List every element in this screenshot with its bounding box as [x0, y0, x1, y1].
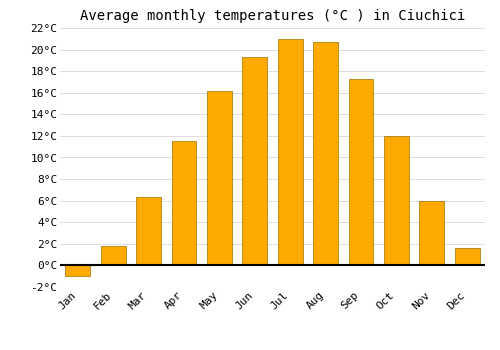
Bar — [136, 197, 161, 265]
Bar — [172, 141, 196, 265]
Bar — [348, 79, 374, 265]
Bar — [242, 57, 267, 265]
Bar — [278, 39, 302, 265]
Bar — [313, 42, 338, 265]
Bar — [66, 265, 90, 276]
Bar — [384, 136, 409, 265]
Bar — [455, 248, 479, 265]
Bar — [100, 246, 126, 265]
Bar — [207, 91, 232, 265]
Title: Average monthly temperatures (°C ) in Ciuchici: Average monthly temperatures (°C ) in Ci… — [80, 9, 465, 23]
Bar — [420, 201, 444, 265]
